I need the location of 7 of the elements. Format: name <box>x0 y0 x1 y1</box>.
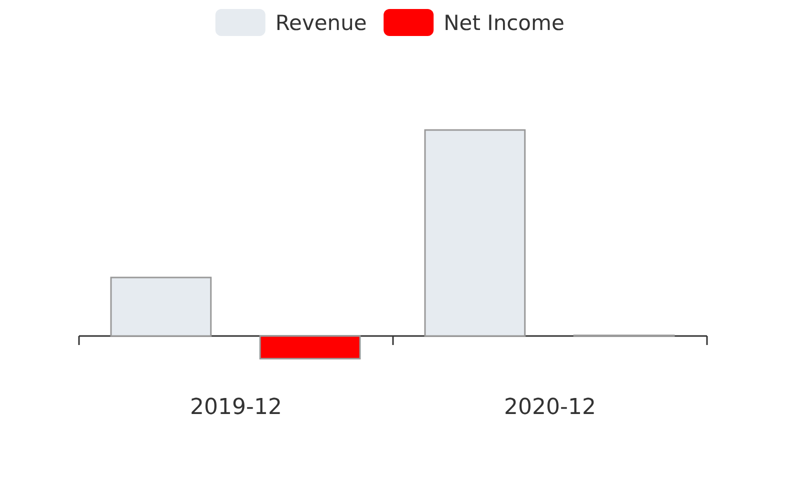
x-tick-label: 2020-12 <box>504 395 596 420</box>
bar <box>110 276 212 337</box>
legend-label: Revenue <box>275 11 367 35</box>
bar <box>259 335 361 360</box>
bar <box>424 129 526 337</box>
legend-label: Net Income <box>444 11 564 35</box>
x-tick-label: 2019-12 <box>190 395 282 420</box>
